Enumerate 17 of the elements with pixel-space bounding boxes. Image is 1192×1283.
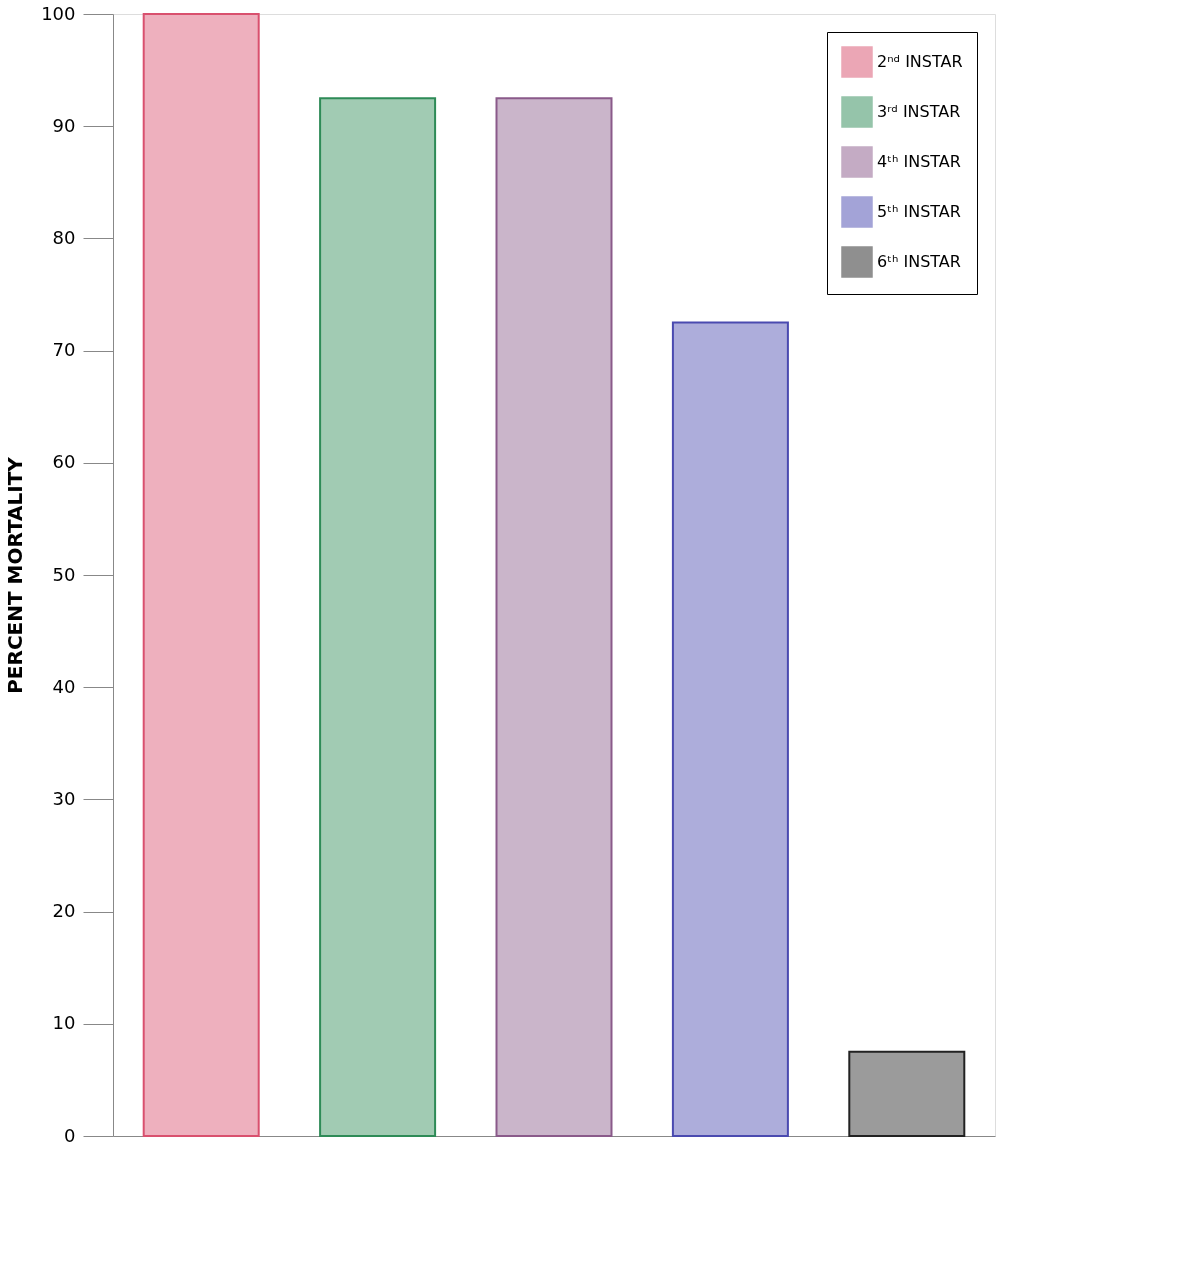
legend-label: 3ʳᵈ INSTAR	[877, 102, 961, 121]
legend-label: 4ᵗʰ INSTAR	[877, 152, 961, 171]
y-tick-label: 20	[52, 900, 76, 922]
y-tick-label: 0	[64, 1124, 76, 1146]
y-tick-label: 30	[52, 787, 76, 809]
y-axis-title: PERCENT MORTALITY	[3, 456, 28, 694]
legend-label: 5ᵗʰ INSTAR	[877, 202, 961, 221]
y-tick-label: 90	[52, 114, 76, 136]
y-tick-label: 50	[52, 563, 76, 585]
y-tick-label: 100	[41, 2, 76, 24]
legend-label: 6ᵗʰ INSTAR	[877, 252, 961, 271]
y-tick-label: 10	[52, 1012, 76, 1034]
y-tick-label: 70	[52, 339, 76, 361]
y-tick-label: 40	[52, 675, 76, 697]
y-tick-label: 60	[52, 451, 76, 473]
y-tick-label: 80	[52, 226, 76, 248]
legend-label: 2ⁿᵈ INSTAR	[877, 52, 963, 71]
